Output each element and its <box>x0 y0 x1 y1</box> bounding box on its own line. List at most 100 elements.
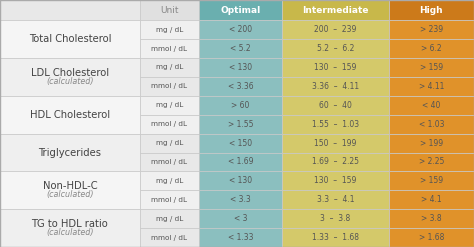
Text: Optimal: Optimal <box>220 6 261 15</box>
Bar <box>199 228 282 247</box>
Bar <box>140 171 199 190</box>
Text: > 199: > 199 <box>420 139 443 147</box>
Text: 3.36  –  4.11: 3.36 – 4.11 <box>312 82 359 91</box>
Text: Non-HDL-C: Non-HDL-C <box>43 181 97 191</box>
Text: > 1.55: > 1.55 <box>228 120 253 129</box>
Bar <box>389 77 474 96</box>
Bar <box>389 171 474 190</box>
Bar <box>282 20 389 39</box>
Text: Total Cholesterol: Total Cholesterol <box>28 34 111 44</box>
Text: Unit: Unit <box>160 6 179 15</box>
Text: LDL Cholesterol: LDL Cholesterol <box>31 68 109 78</box>
Bar <box>389 0 474 20</box>
Text: HDL Cholesterol: HDL Cholesterol <box>30 110 110 120</box>
Text: mg / dL: mg / dL <box>156 64 183 70</box>
Text: < 3.36: < 3.36 <box>228 82 254 91</box>
Text: Triglycerides: Triglycerides <box>38 147 101 158</box>
Text: mg / dL: mg / dL <box>156 27 183 33</box>
Text: 5.2  –  6.2: 5.2 – 6.2 <box>317 44 354 53</box>
Bar <box>0 171 140 209</box>
Text: 200  –  239: 200 – 239 <box>314 25 356 34</box>
Text: TG to HDL ratio: TG to HDL ratio <box>32 219 108 229</box>
Text: < 1.03: < 1.03 <box>419 120 444 129</box>
Bar <box>282 171 389 190</box>
Text: 3  –  3.8: 3 – 3.8 <box>320 214 350 223</box>
Text: mg / dL: mg / dL <box>156 178 183 184</box>
Bar <box>389 152 474 171</box>
Bar <box>389 134 474 152</box>
Bar <box>282 152 389 171</box>
Text: 3.3  –  4.1: 3.3 – 4.1 <box>317 195 354 204</box>
Text: < 1.69: < 1.69 <box>228 158 253 166</box>
Bar <box>140 20 199 39</box>
Bar <box>140 115 199 134</box>
Text: < 130: < 130 <box>229 176 252 185</box>
Bar <box>389 228 474 247</box>
Text: > 239: > 239 <box>420 25 443 34</box>
Text: > 4.1: > 4.1 <box>421 195 442 204</box>
Bar <box>199 0 282 20</box>
Bar <box>199 134 282 152</box>
Text: > 159: > 159 <box>420 176 443 185</box>
Bar <box>199 58 282 77</box>
Bar <box>282 77 389 96</box>
Bar <box>389 190 474 209</box>
Text: (calculated): (calculated) <box>46 77 94 86</box>
Text: > 4.11: > 4.11 <box>419 82 444 91</box>
Bar <box>199 77 282 96</box>
Text: (calculated): (calculated) <box>46 190 94 199</box>
Bar <box>0 209 140 247</box>
Text: mg / dL: mg / dL <box>156 102 183 108</box>
Bar <box>199 171 282 190</box>
Bar <box>140 134 199 152</box>
Bar <box>140 96 199 115</box>
Text: mmol / dL: mmol / dL <box>152 159 187 165</box>
Text: mmol / dL: mmol / dL <box>152 235 187 241</box>
Text: mmol / dL: mmol / dL <box>152 121 187 127</box>
Text: > 6.2: > 6.2 <box>421 44 442 53</box>
Bar <box>389 20 474 39</box>
Bar <box>282 96 389 115</box>
Bar <box>140 39 199 58</box>
Text: 130  –  159: 130 – 159 <box>314 176 356 185</box>
Bar <box>282 209 389 228</box>
Bar <box>140 190 199 209</box>
Bar <box>0 20 140 58</box>
Bar <box>282 228 389 247</box>
Bar <box>140 77 199 96</box>
Bar <box>199 152 282 171</box>
Bar <box>0 58 140 96</box>
Bar <box>140 0 199 20</box>
Text: mmol / dL: mmol / dL <box>152 83 187 89</box>
Text: mg / dL: mg / dL <box>156 140 183 146</box>
Bar <box>282 115 389 134</box>
Text: 1.69  –  2.25: 1.69 – 2.25 <box>312 158 359 166</box>
Text: < 1.33: < 1.33 <box>228 233 253 242</box>
Bar <box>389 58 474 77</box>
Text: < 3.3: < 3.3 <box>230 195 251 204</box>
Bar <box>199 190 282 209</box>
Text: > 159: > 159 <box>420 63 443 72</box>
Text: 1.33  –  1.68: 1.33 – 1.68 <box>312 233 359 242</box>
Bar <box>199 96 282 115</box>
Text: < 150: < 150 <box>229 139 252 147</box>
Bar <box>389 115 474 134</box>
Bar <box>282 58 389 77</box>
Text: 130  –  159: 130 – 159 <box>314 63 356 72</box>
Bar <box>199 39 282 58</box>
Text: < 200: < 200 <box>229 25 252 34</box>
Text: Intermediate: Intermediate <box>302 6 369 15</box>
Text: > 1.68: > 1.68 <box>419 233 444 242</box>
Bar <box>389 96 474 115</box>
Text: (calculated): (calculated) <box>46 228 94 237</box>
Bar <box>282 134 389 152</box>
Text: High: High <box>419 6 443 15</box>
Bar <box>140 209 199 228</box>
Text: 150  –  199: 150 – 199 <box>314 139 356 147</box>
Text: > 3.8: > 3.8 <box>421 214 442 223</box>
Bar <box>0 134 140 171</box>
Bar <box>389 209 474 228</box>
Text: > 60: > 60 <box>231 101 250 110</box>
Bar <box>0 0 140 20</box>
Text: < 5.2: < 5.2 <box>230 44 251 53</box>
